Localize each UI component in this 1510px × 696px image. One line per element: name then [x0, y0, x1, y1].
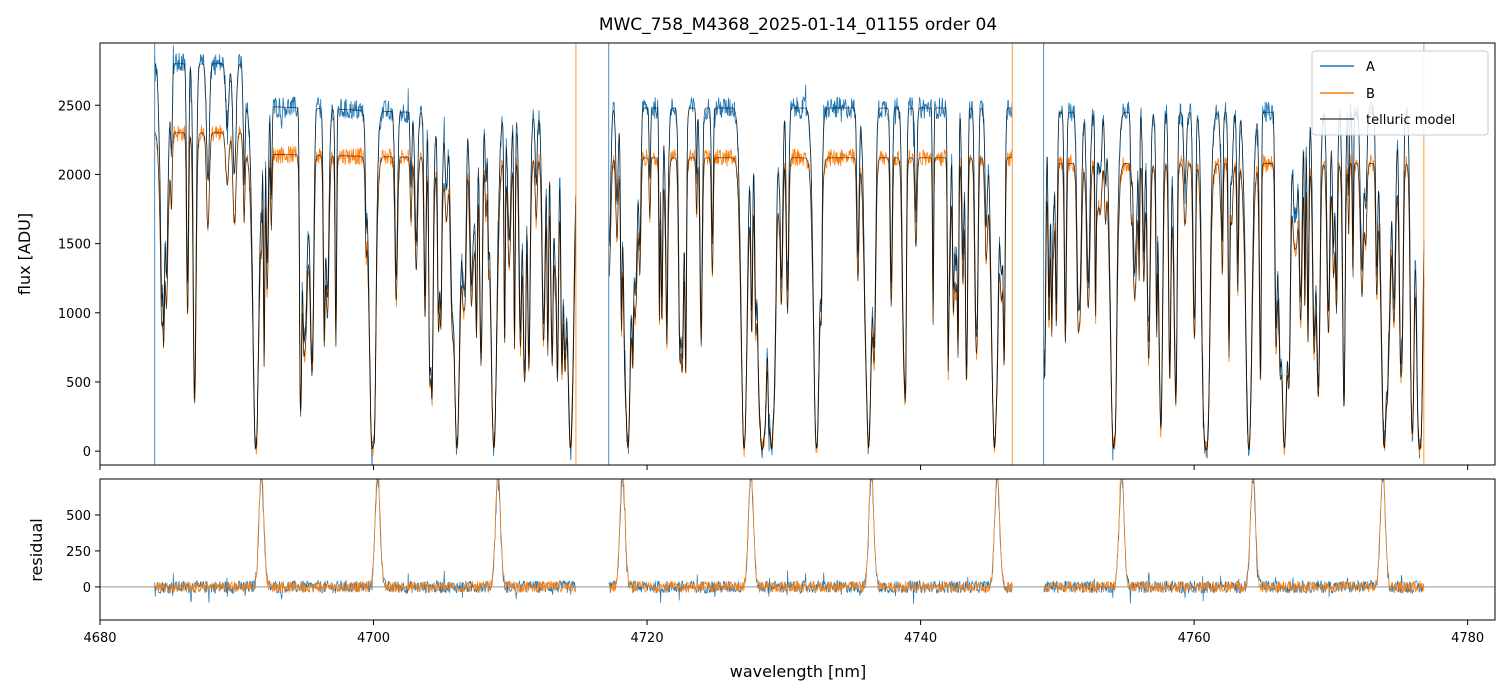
flux-series-group — [154, 43, 1425, 465]
flux-y-tick-label: 2000 — [58, 168, 91, 183]
flux-y-tick-label: 2500 — [58, 99, 91, 114]
residual-y-label: residual — [27, 518, 46, 581]
x-tick-label: 4780 — [1451, 631, 1484, 646]
residual-a-line — [154, 479, 1425, 604]
residual-series-group — [100, 479, 1495, 604]
residual-x-ticks: 4680 4700 4720 4740 4760 4780 — [83, 620, 1484, 646]
flux-x-ticks — [99, 465, 1469, 470]
flux-y-ticks: 0 500 1000 1500 2000 2500 — [58, 99, 100, 460]
x-tick-label: 4740 — [904, 631, 937, 646]
residual-panel: 0 250 500 4680 4700 4720 4740 4760 4780 residua… — [27, 478, 1496, 681]
x-tick-label: 4720 — [631, 631, 664, 646]
flux-y-tick-label: 0 — [83, 445, 91, 460]
flux-y-tick-label: 1500 — [58, 238, 91, 253]
legend: A B telluric model — [1311, 50, 1489, 136]
residual-y-tick-label: 0 — [83, 581, 91, 596]
chart-title: MWC_758_M4368_2025-01-14_01155 order 04 — [599, 15, 997, 35]
series-a-line — [154, 45, 1425, 465]
residual-y-tick-label: 250 — [66, 545, 91, 560]
flux-y-tick-label: 1000 — [58, 307, 91, 322]
x-axis-label: wavelength [nm] — [730, 662, 867, 681]
legend-box — [1311, 50, 1489, 136]
residual-y-ticks: 0 250 500 — [66, 509, 100, 596]
residual-panel-frame — [99, 478, 1496, 621]
legend-label-b: B — [1366, 87, 1375, 102]
x-tick-label: 4680 — [83, 631, 116, 646]
x-tick-label: 4700 — [357, 631, 390, 646]
legend-label-a: A — [1366, 60, 1375, 75]
x-tick-label: 4760 — [1178, 631, 1211, 646]
residual-y-tick-label: 500 — [66, 509, 91, 524]
legend-label-model: telluric model — [1366, 113, 1455, 128]
flux-y-label: flux [ADU] — [15, 213, 34, 295]
flux-y-tick-label: 500 — [66, 376, 91, 391]
telluric-model-b-line — [154, 132, 1425, 451]
flux-panel: 0 500 1000 1500 2000 2500 flux [ADU] — [15, 42, 1496, 470]
residual-b-line — [154, 479, 1425, 594]
flux-panel-frame — [99, 42, 1496, 466]
